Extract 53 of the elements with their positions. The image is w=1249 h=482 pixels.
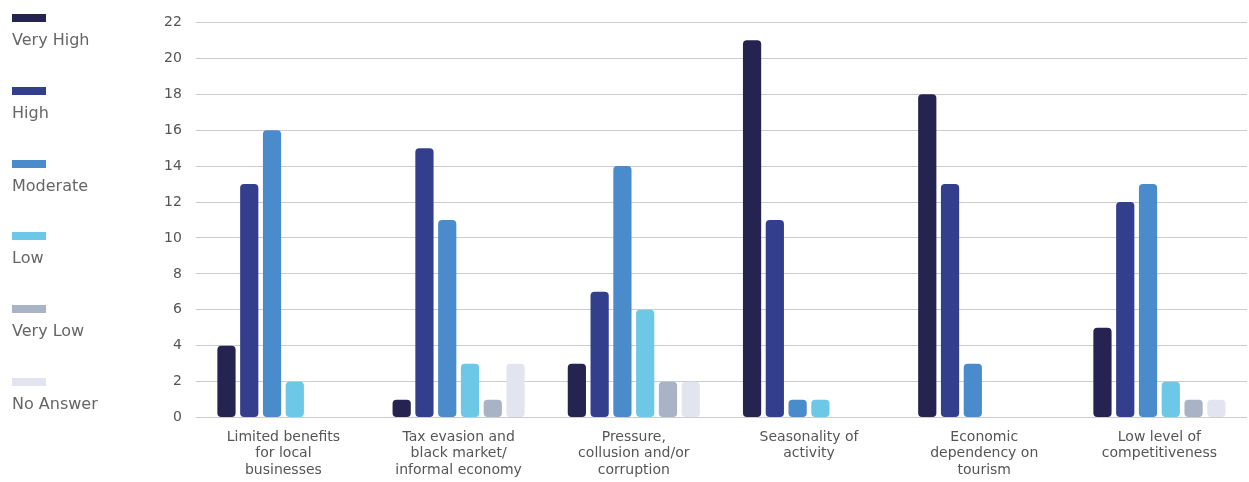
y-tick-label: 4: [172, 336, 182, 353]
bar: [765, 220, 784, 418]
bar: [1161, 381, 1180, 418]
legend-label: Low: [12, 248, 45, 268]
bar: [392, 399, 411, 418]
y-tick-label: 8: [172, 264, 182, 281]
y-tick-label: 20: [163, 48, 182, 65]
x-tick-label: Tax evasion and black market/ informal economy: [395, 427, 522, 478]
y-tick-label: 6: [172, 300, 182, 317]
bar: [658, 381, 678, 418]
bar: [963, 363, 982, 418]
bar: [1116, 202, 1135, 418]
bar: [460, 363, 480, 418]
legend-label: High: [12, 102, 50, 122]
y-tick-label: 12: [163, 192, 182, 209]
bar: [1093, 327, 1112, 418]
bar: [590, 291, 609, 418]
bar: [918, 94, 937, 418]
x-tick-label: Limited benefits for local businesses: [226, 427, 341, 478]
bar: [506, 363, 525, 418]
bar: [262, 130, 282, 418]
legend-label: Moderate: [12, 175, 90, 195]
bar: [940, 184, 960, 418]
bar: [811, 399, 830, 418]
y-tick-label: 16: [163, 120, 182, 137]
x-tick-label: Pressure, collusion and/or corruption: [578, 427, 690, 478]
bar: [438, 220, 457, 418]
y-tick-label: 2: [172, 372, 182, 389]
x-tick-label: Seasonality of activity: [759, 427, 860, 461]
bar: [788, 399, 807, 418]
bar: [636, 309, 655, 418]
y-tick-label: 22: [163, 13, 182, 30]
bar: [415, 148, 434, 418]
bar: [567, 363, 586, 418]
bar: [1138, 184, 1158, 418]
x-tick-label: Low level of competitiveness: [1101, 427, 1217, 461]
bar: [1184, 399, 1203, 418]
legend-label: Very Low: [12, 321, 86, 341]
x-tick-label: Economic dependency on tourism: [930, 427, 1039, 478]
y-tick-label: 18: [163, 84, 182, 101]
bar: [613, 166, 632, 418]
y-tick-label: 14: [163, 156, 182, 173]
bar: [285, 381, 304, 418]
bar: [681, 381, 700, 418]
legend-label: No Answer: [12, 393, 99, 413]
bar: [742, 40, 762, 418]
y-tick-label: 0: [172, 408, 182, 425]
bar: [483, 399, 502, 418]
legend-label: Very High: [12, 30, 91, 49]
bar: [240, 184, 259, 418]
bar: [217, 345, 236, 418]
y-tick-label: 10: [163, 228, 182, 245]
bar: [1207, 399, 1226, 418]
